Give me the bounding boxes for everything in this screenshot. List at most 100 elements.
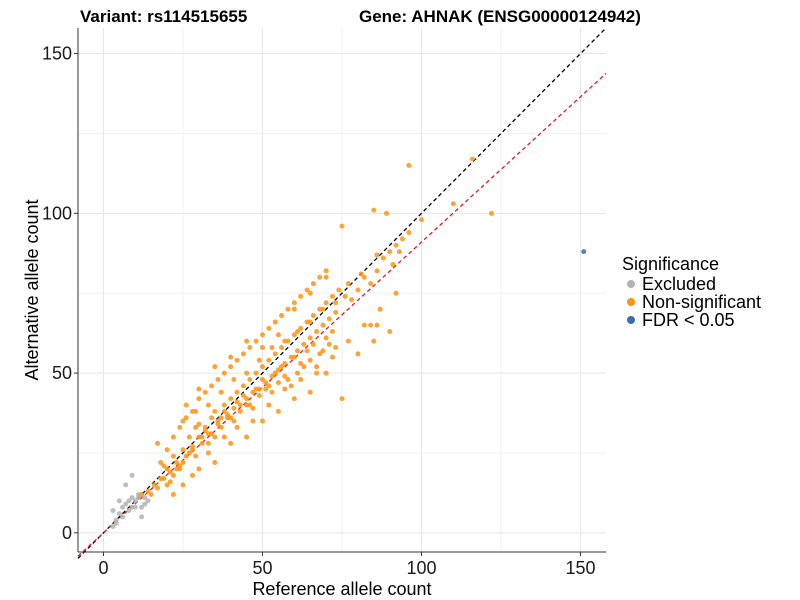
legend-label-excluded: Excluded bbox=[642, 274, 716, 294]
data-point-nonsig bbox=[183, 453, 189, 459]
data-point-nonsig bbox=[183, 402, 189, 408]
data-point-nonsig bbox=[231, 418, 237, 424]
data-point-nonsig bbox=[205, 402, 211, 408]
data-point-nonsig bbox=[317, 351, 323, 357]
data-point-nonsig bbox=[329, 293, 335, 299]
data-point-excluded bbox=[116, 498, 122, 504]
data-point-nonsig bbox=[196, 386, 202, 392]
data-point-nonsig bbox=[218, 415, 224, 421]
data-point-nonsig bbox=[396, 249, 402, 255]
data-point-excluded bbox=[123, 482, 129, 488]
data-point-nonsig bbox=[228, 354, 234, 360]
data-point-nonsig bbox=[215, 376, 221, 382]
data-point-nonsig bbox=[244, 396, 250, 402]
data-point-nonsig bbox=[190, 472, 196, 478]
data-point-nonsig bbox=[279, 313, 285, 319]
data-point-nonsig bbox=[256, 392, 262, 398]
data-point-nonsig bbox=[180, 460, 186, 466]
data-point-nonsig bbox=[393, 290, 399, 296]
data-point-excluded bbox=[120, 514, 126, 520]
data-point-nonsig bbox=[221, 402, 227, 408]
data-point-nonsig bbox=[218, 424, 224, 430]
data-point-nonsig bbox=[333, 300, 339, 306]
axes bbox=[77, 28, 606, 553]
data-point-nonsig bbox=[304, 287, 310, 293]
legend: Significance ExcludedNon-significantFDR … bbox=[622, 254, 761, 330]
data-point-nonsig bbox=[196, 466, 202, 472]
data-point-nonsig bbox=[301, 364, 307, 370]
data-point-nonsig bbox=[380, 255, 386, 261]
x-tick-label: 100 bbox=[406, 558, 436, 578]
data-point-nonsig bbox=[174, 466, 180, 472]
data-point-nonsig bbox=[209, 415, 215, 421]
data-point-nonsig bbox=[294, 329, 300, 335]
data-point-nonsig bbox=[269, 389, 275, 395]
data-point-excluded bbox=[129, 504, 135, 510]
data-point-nonsig bbox=[301, 341, 307, 347]
data-point-fdr bbox=[581, 249, 587, 255]
data-point-nonsig bbox=[314, 329, 320, 335]
data-point-nonsig bbox=[228, 440, 234, 446]
chart-title-left: Variant: rs114515655 bbox=[80, 7, 247, 26]
data-point-nonsig bbox=[387, 249, 393, 255]
data-point-nonsig bbox=[275, 408, 281, 414]
data-point-nonsig bbox=[298, 293, 304, 299]
x-tick-label: 50 bbox=[252, 558, 272, 578]
data-point-nonsig bbox=[384, 210, 390, 216]
data-point-nonsig bbox=[320, 348, 326, 354]
data-point-nonsig bbox=[259, 418, 265, 424]
data-point-nonsig bbox=[345, 338, 351, 344]
data-point-nonsig bbox=[361, 322, 367, 328]
data-point-nonsig bbox=[307, 335, 313, 341]
data-point-nonsig bbox=[170, 491, 176, 497]
y-tick-label: 100 bbox=[42, 203, 72, 223]
data-point-nonsig bbox=[339, 223, 345, 229]
data-point-nonsig bbox=[180, 482, 186, 488]
data-point-excluded bbox=[110, 507, 116, 513]
data-point-nonsig bbox=[291, 332, 297, 338]
data-point-nonsig bbox=[326, 316, 332, 322]
data-point-nonsig bbox=[186, 434, 192, 440]
data-point-nonsig bbox=[250, 389, 256, 395]
data-point-nonsig bbox=[406, 229, 412, 235]
data-point-nonsig bbox=[244, 370, 250, 376]
data-point-nonsig bbox=[202, 424, 208, 430]
data-point-nonsig bbox=[205, 450, 211, 456]
data-point-nonsig bbox=[259, 376, 265, 382]
data-point-nonsig bbox=[180, 447, 186, 453]
data-point-nonsig bbox=[228, 396, 234, 402]
legend-key-nonsig bbox=[627, 298, 635, 306]
data-point-excluded bbox=[113, 520, 119, 526]
data-point-nonsig bbox=[399, 236, 405, 242]
data-point-nonsig bbox=[377, 306, 383, 312]
data-point-nonsig bbox=[282, 373, 288, 379]
data-point-nonsig bbox=[212, 460, 218, 466]
data-point-nonsig bbox=[275, 380, 281, 386]
data-point-nonsig bbox=[237, 408, 243, 414]
data-point-nonsig bbox=[186, 450, 192, 456]
data-point-nonsig bbox=[196, 434, 202, 440]
data-point-nonsig bbox=[256, 357, 262, 363]
data-point-nonsig bbox=[224, 415, 230, 421]
data-point-nonsig bbox=[221, 370, 227, 376]
data-point-nonsig bbox=[288, 383, 294, 389]
data-point-nonsig bbox=[259, 332, 265, 338]
data-point-nonsig bbox=[488, 210, 494, 216]
data-point-nonsig bbox=[161, 476, 167, 482]
data-point-nonsig bbox=[266, 325, 272, 331]
data-point-nonsig bbox=[180, 418, 186, 424]
data-point-nonsig bbox=[374, 268, 380, 274]
data-point-nonsig bbox=[259, 345, 265, 351]
data-point-nonsig bbox=[231, 376, 237, 382]
data-point-nonsig bbox=[269, 373, 275, 379]
data-point-nonsig bbox=[349, 297, 355, 303]
x-tick-label: 150 bbox=[566, 558, 596, 578]
legend-label-nonsig: Non-significant bbox=[642, 292, 761, 312]
data-point-nonsig bbox=[145, 488, 151, 494]
data-point-nonsig bbox=[310, 281, 316, 287]
data-point-nonsig bbox=[272, 370, 278, 376]
data-point-nonsig bbox=[358, 271, 364, 277]
data-point-nonsig bbox=[323, 370, 329, 376]
data-point-nonsig bbox=[234, 357, 240, 363]
data-point-nonsig bbox=[221, 408, 227, 414]
